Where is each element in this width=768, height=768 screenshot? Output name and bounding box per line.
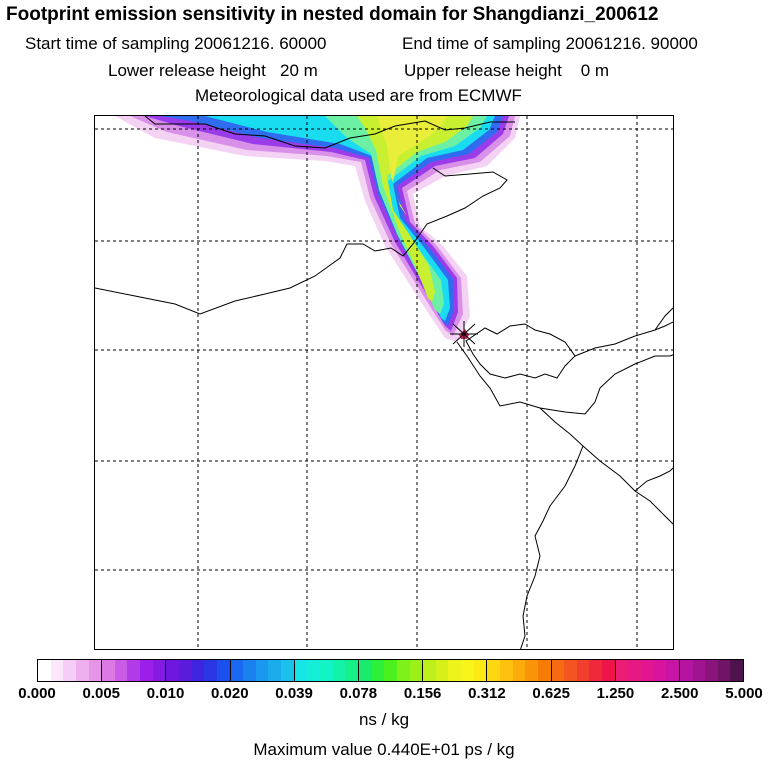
colorbar-block [487,660,552,681]
colorbar-segment [75,660,89,681]
colorbar-segment [191,660,205,681]
colorbar-block [102,660,167,681]
colorbar-tick-label: 0.000 [18,685,56,702]
colorbar-segment [384,660,397,681]
colorbar-segment [499,660,513,681]
colorbar-segment [63,660,76,681]
lower-release-height-label: Lower release height 20 m [108,61,318,80]
colorbar-segment [127,660,141,681]
colorbar-segment [281,660,294,681]
colorbar-segment [487,660,500,681]
colorbar-segment [576,660,590,681]
colorbar-tick-label: 2.500 [660,685,699,702]
colorbar-tick-label: 0.010 [146,685,185,702]
colorbar-segment [409,660,423,681]
colorbar-segment [114,660,128,681]
colorbar-tick-label: 0.312 [468,685,506,702]
colorbar-block [294,660,359,681]
colorbar-segment [50,660,64,681]
colorbar-segment [230,660,244,681]
colorbar-segment [589,660,603,681]
plume-layer-7 [357,116,473,302]
colorbar-segment [717,660,731,681]
colorbar-segment [38,660,51,681]
colorbar-block [230,660,295,681]
colorbar [37,659,744,682]
end-time-label: End time of sampling 20061216. 90000 [402,34,698,53]
colorbar-segment [320,660,333,681]
colorbar-block [679,660,744,681]
colorbar-segment [423,660,436,681]
meteorological-data-label: Meteorological data used are from ECMWF [195,86,522,105]
colorbar-segment [243,660,256,681]
colorbar-segment [332,660,346,681]
colorbar-segment [358,660,372,681]
colorbar-segment [307,660,321,681]
colorbar-segment [666,660,679,681]
colorbar-segment [730,660,744,681]
start-time-label: Start time of sampling 20061216. 60000 [25,34,327,53]
colorbar-segment [461,660,474,681]
colorbar-block [38,660,103,681]
colorbar-segment [615,660,629,681]
colorbar-segment [268,660,282,681]
colorbar-segment [166,660,180,681]
colorbar-tick-label: 0.020 [211,685,249,702]
colorbar-segment [88,660,102,681]
colorbar-block [423,660,488,681]
colorbar-segment [564,660,577,681]
colorbar-block [551,660,616,681]
colorbar-segment [653,660,667,681]
maximum-value-label: Maximum value 0.440E+01 ps / kg [253,740,515,759]
colorbar-segment [152,660,166,681]
map-grid [95,116,673,649]
country-boundaries [95,116,673,649]
colorbar-unit-label: ns / kg [358,710,410,729]
colorbar-segment [705,660,718,681]
colorbar-segment [512,660,526,681]
colorbar-segment [102,660,115,681]
colorbar-segment [551,660,565,681]
map-canvas [95,116,673,649]
colorbar-segment [692,660,706,681]
colorbar-segment [628,660,641,681]
colorbar-segment [204,660,217,681]
colorbar-block [615,660,680,681]
footprint-map [94,115,674,650]
colorbar-tick-label: 5.000 [725,685,763,702]
colorbar-segment [216,660,230,681]
plot-title: Footprint emission sensitivity in nested… [6,4,659,25]
colorbar-segment [448,660,462,681]
colorbar-segment [640,660,654,681]
colorbar-tick-label: 1.250 [596,685,635,702]
colorbar-block [358,660,424,681]
colorbar-segment [473,660,487,681]
colorbar-tick-label: 0.156 [403,685,442,702]
plume-core [377,116,447,216]
upper-release-height-label: Upper release height 0 m [404,61,610,80]
colorbar-tick-label: 0.078 [339,685,378,702]
colorbar-segment [294,660,308,681]
colorbar-tick-label: 0.625 [532,685,570,702]
colorbar-segment [140,660,153,681]
colorbar-segment [255,660,269,681]
colorbar-segment [537,660,551,681]
colorbar-segment [679,660,693,681]
colorbar-segment [179,660,192,681]
colorbar-segment [525,660,538,681]
colorbar-tick-label: 0.005 [82,685,121,702]
colorbar-tick-label: 0.039 [275,685,313,702]
colorbar-segment [345,660,358,681]
colorbar-block [166,660,231,681]
plume-layer-4 [160,116,503,326]
colorbar-segment [371,660,385,681]
colorbar-segment [602,660,615,681]
colorbar-segment [396,660,410,681]
colorbar-segment [435,660,449,681]
receptor-marker [450,321,478,347]
